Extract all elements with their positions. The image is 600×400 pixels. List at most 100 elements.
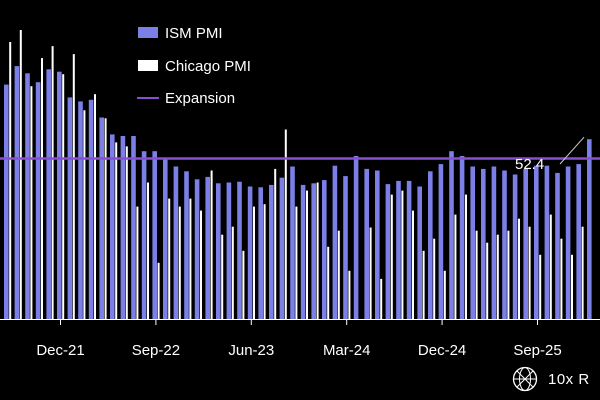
x-tick-label: Jun-23 — [228, 342, 274, 359]
ism-pmi-bar — [247, 186, 253, 319]
ism-pmi-bar — [131, 136, 136, 319]
ism-pmi-bar — [406, 180, 412, 319]
ism-pmi-bar — [396, 180, 401, 319]
ism-pmi-bar — [14, 66, 20, 319]
chicago-pmi-bar — [51, 46, 54, 319]
chicago-pmi-bar — [231, 226, 234, 319]
ism-pmi-bar — [502, 170, 507, 319]
ism-pmi-bar — [152, 151, 157, 319]
x-tick-label: Dec-21 — [36, 342, 84, 359]
ism-pmi-bar — [205, 176, 210, 319]
x-tick-label: Dec-24 — [418, 342, 466, 359]
ism-pmi-bar — [470, 166, 475, 319]
ism-pmi-bar — [99, 117, 104, 319]
chicago-pmi-bar — [306, 190, 308, 319]
ism-pmi-bar — [375, 170, 380, 319]
x-tick-label: Sep-25 — [513, 342, 561, 359]
chicago-pmi-bar — [62, 74, 65, 319]
chicago-pmi-bar — [253, 206, 255, 319]
legend-swatch-ism — [138, 27, 158, 38]
ism-pmi-bar — [332, 165, 338, 319]
legend: ISM PMI Chicago PMI Expansion — [137, 25, 251, 107]
ism-pmi-bar — [491, 166, 497, 319]
chicago-pmi-bar — [528, 226, 531, 319]
annotation-leader — [559, 136, 585, 165]
x-tick-label: Sep-22 — [132, 342, 180, 359]
ism-pmi-bar — [353, 156, 359, 319]
chicago-pmi-bar — [295, 206, 298, 319]
ism-pmi-bar — [120, 136, 126, 319]
ism-pmi-bar — [279, 177, 285, 319]
chicago-pmi-bar — [115, 142, 118, 319]
chicago-pmi-bar — [518, 218, 520, 319]
chicago-pmi-bar — [507, 230, 510, 319]
chicago-pmi-bar — [401, 190, 404, 319]
chicago-pmi-bar — [316, 182, 319, 319]
brand: 10x R — [512, 366, 590, 392]
chicago-pmi-bar — [560, 238, 563, 319]
ism-pmi-bar — [322, 180, 327, 319]
ism-pmi-bar — [534, 165, 539, 319]
chicago-pmi-bar — [581, 226, 584, 319]
ism-pmi-bar — [364, 168, 369, 319]
chicago-pmi-bar — [104, 118, 107, 319]
ism-pmi-bar — [35, 82, 41, 319]
chicago-pmi-bar — [210, 170, 213, 319]
ism-pmi-bar — [523, 168, 528, 319]
chicago-pmi-bar — [412, 210, 414, 319]
ism-pmi-bar — [449, 151, 454, 319]
chicago-pmi-bar — [443, 270, 446, 319]
ism-pmi-bar — [576, 164, 581, 319]
chicago-pmi-bar — [433, 238, 436, 319]
chicago-pmi-bar — [157, 262, 160, 319]
ism-pmi-bar — [163, 158, 168, 319]
chicago-pmi-bar — [337, 230, 340, 319]
ism-pmi-bar — [481, 168, 486, 319]
chicago-pmi-bar — [72, 54, 75, 319]
ism-pmi-bar — [173, 166, 179, 319]
ism-pmi-bar — [237, 181, 242, 319]
legend-label: ISM PMI — [165, 25, 223, 42]
chart-guides — [0, 157, 600, 320]
chicago-pmi-bar — [94, 94, 96, 319]
chicago-pmi-bar — [284, 129, 287, 319]
chicago-pmi-bar — [571, 254, 573, 319]
ism-pmi-bar — [290, 166, 295, 319]
chicago-pmi-bar — [221, 234, 224, 319]
chart-bars — [4, 30, 592, 320]
chicago-pmi-bar — [125, 146, 128, 319]
ism-pmi-bar — [226, 182, 232, 319]
ism-pmi-bar — [587, 139, 592, 319]
chicago-pmi-bar — [496, 234, 499, 319]
chicago-pmi-bar — [9, 42, 12, 319]
ism-pmi-bar — [110, 134, 115, 319]
ism-pmi-bar — [565, 166, 571, 319]
chicago-pmi-bar — [136, 206, 139, 319]
ism-pmi-bar — [459, 156, 465, 319]
chicago-pmi-bar — [147, 182, 149, 319]
legend-label: Chicago PMI — [165, 58, 251, 75]
ism-pmi-bar — [78, 101, 83, 320]
chicago-pmi-bar — [422, 250, 425, 319]
ism-pmi-bar — [46, 69, 51, 319]
chicago-pmi-bar — [19, 30, 22, 319]
chicago-pmi-bar — [200, 210, 202, 319]
chicago-pmi-bar — [30, 86, 33, 319]
globe-logo-icon — [512, 366, 538, 392]
ism-pmi-bar — [385, 184, 391, 319]
ism-pmi-bar — [194, 179, 200, 319]
annotation-label: 52.4 — [515, 156, 544, 173]
ism-pmi-bar — [512, 174, 518, 319]
chicago-pmi-bar — [274, 168, 277, 319]
x-axis: Dec-21 Sep-22 Jun-23 Mar-24 Dec-24 Sep-25 — [36, 319, 562, 359]
chicago-pmi-bar — [168, 198, 171, 319]
ism-pmi-bar — [141, 151, 147, 319]
ism-pmi-bar — [25, 73, 30, 319]
chicago-pmi-bar — [327, 246, 330, 320]
chicago-pmi-bar — [189, 198, 192, 319]
chicago-pmi-bar — [83, 110, 86, 319]
chicago-pmi-bar — [465, 194, 467, 319]
ism-pmi-bar — [555, 172, 560, 319]
chicago-pmi-bar — [348, 270, 351, 319]
